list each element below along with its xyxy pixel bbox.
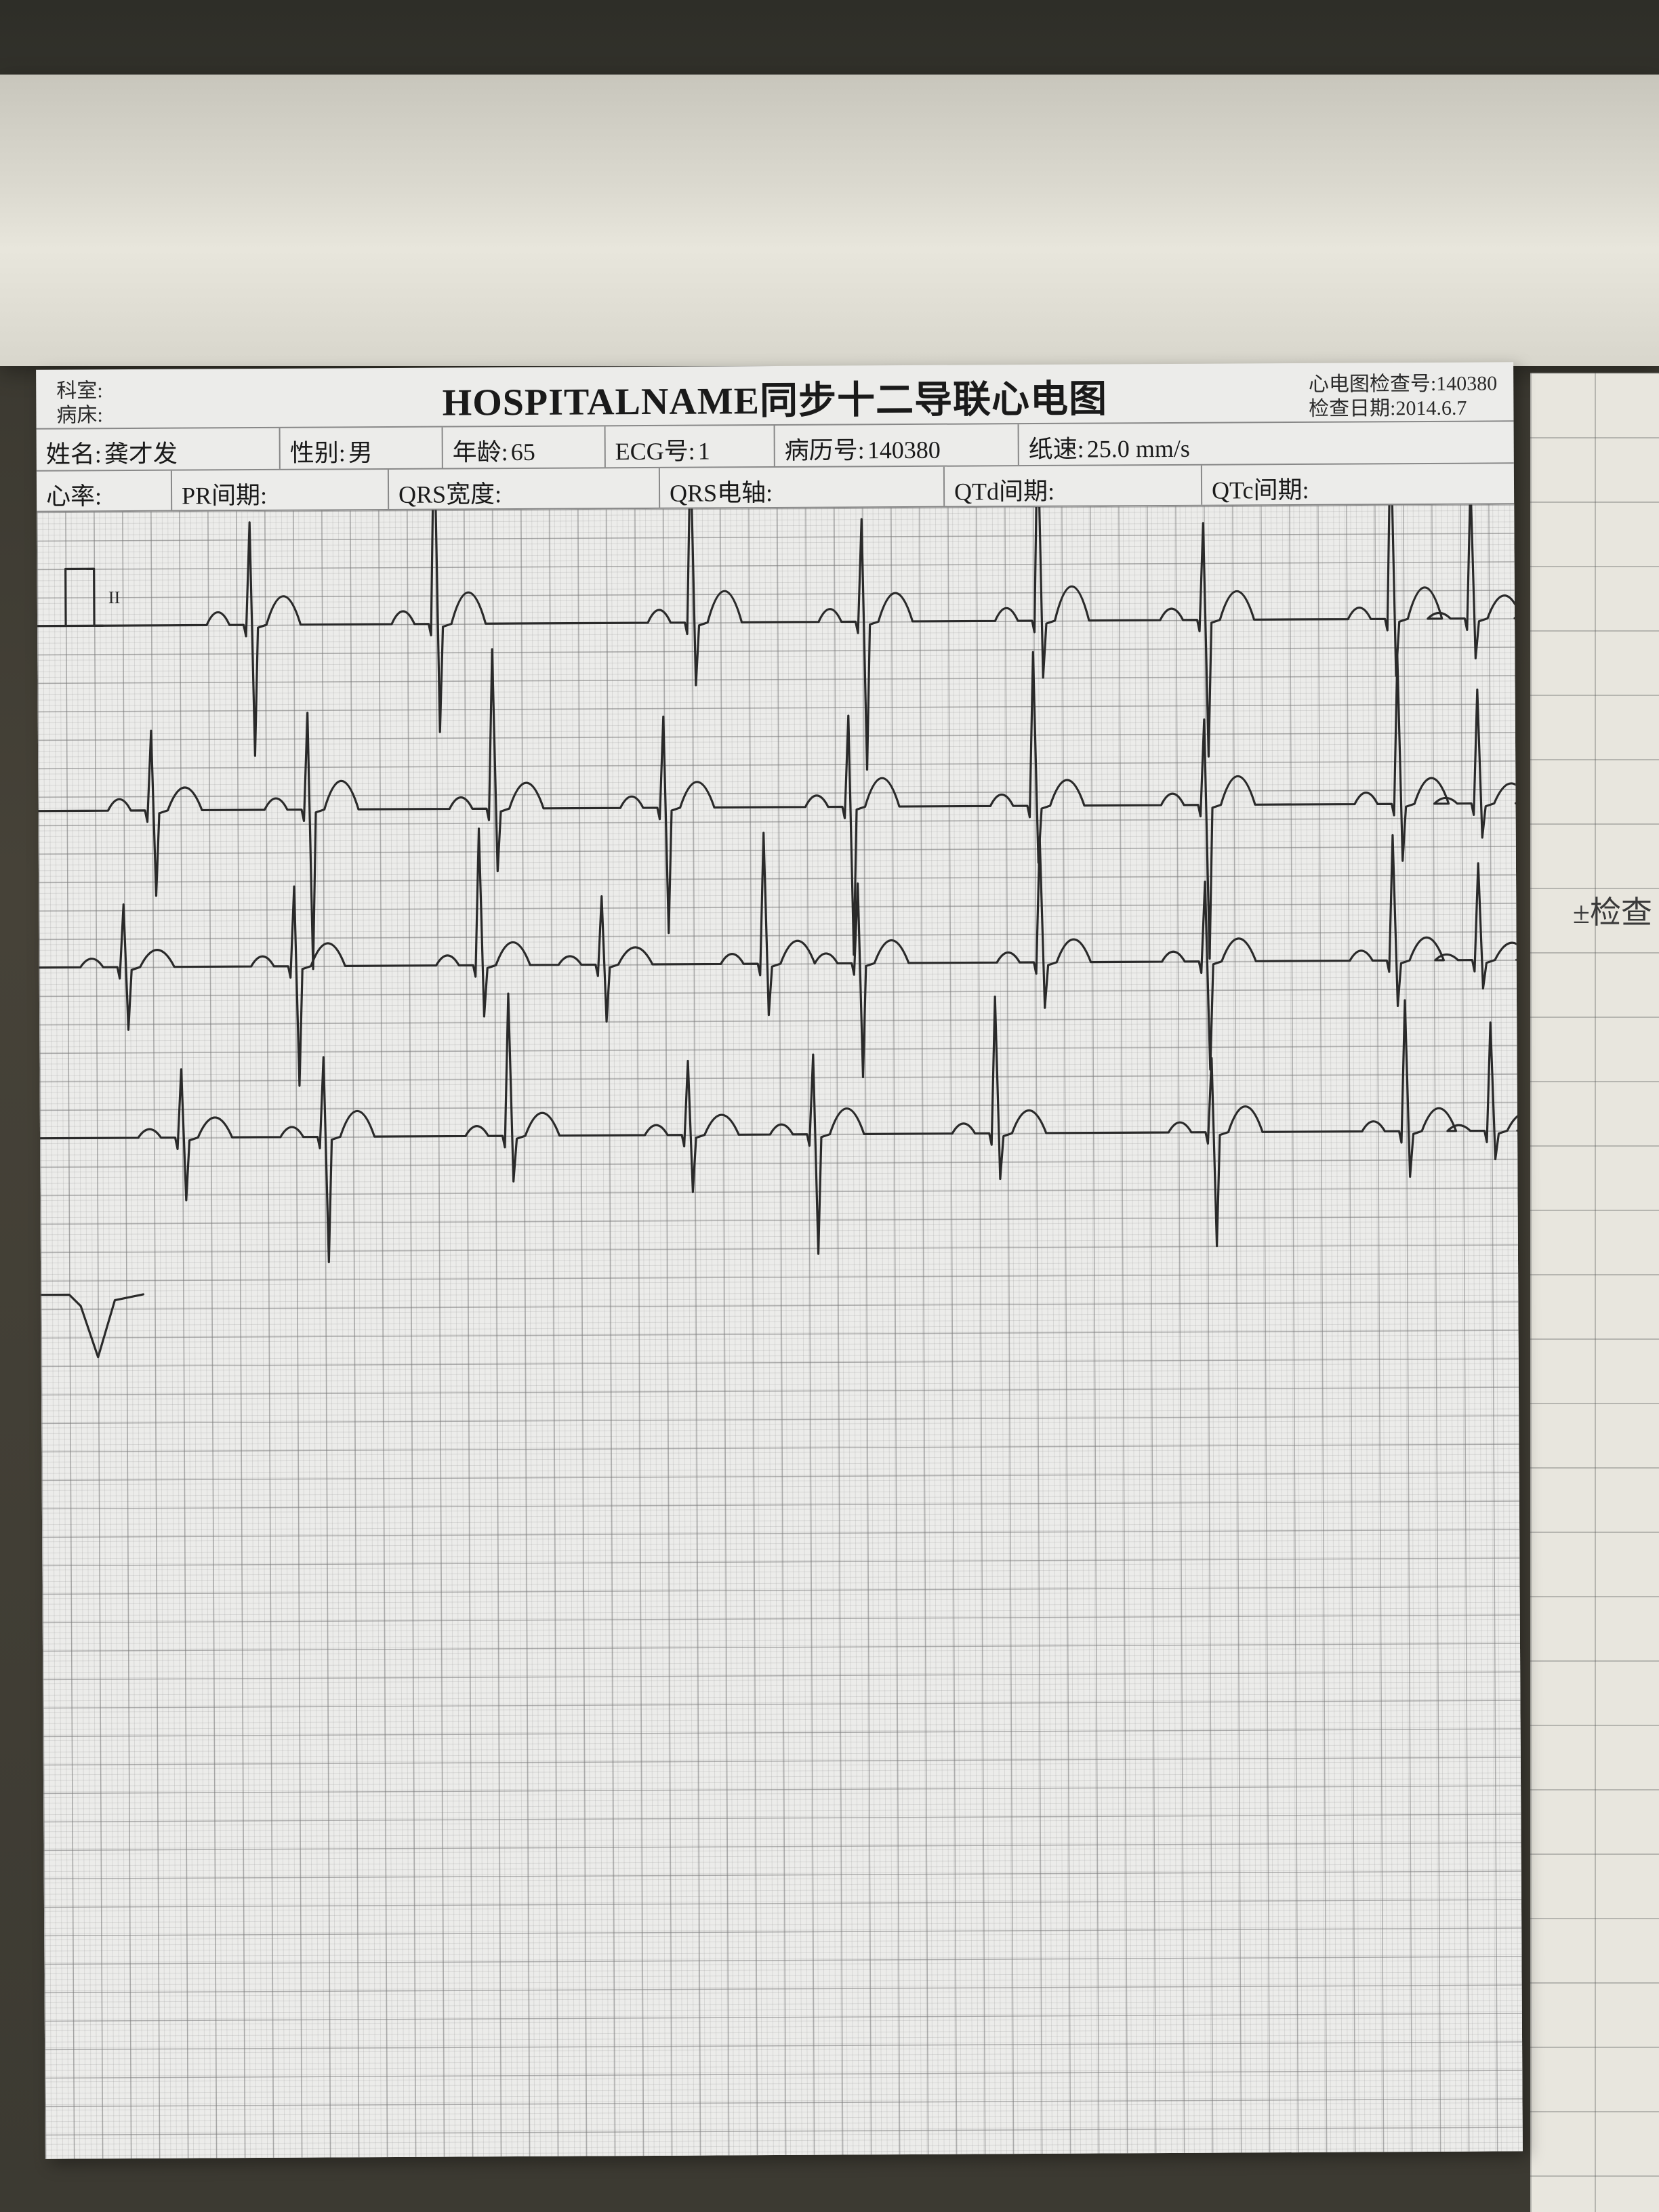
ecg-report-sheet: 科室: 病床: HOSPITALNAME同步十二导联心电图 心电图检查号:140… bbox=[36, 362, 1523, 2158]
info-cell: PR间期: bbox=[172, 470, 389, 510]
folded-paper-top bbox=[0, 75, 1659, 366]
cell-label: QTd间期: bbox=[954, 478, 1054, 506]
info-cell: QRS电轴: bbox=[660, 467, 945, 508]
exam-no-label: 心电图检查号: bbox=[1309, 373, 1437, 396]
cell-label: 纸速: bbox=[1029, 436, 1084, 463]
cell-label: QRS电轴: bbox=[670, 479, 773, 507]
cell-label: QTc间期: bbox=[1212, 476, 1309, 504]
exam-date-value: 2014.6.7 bbox=[1395, 397, 1467, 420]
info-cell: QTd间期: bbox=[945, 466, 1202, 506]
cell-label: 心率: bbox=[46, 483, 102, 510]
ecg-waveforms bbox=[37, 504, 1523, 2158]
ecg-grid-area: II bbox=[37, 504, 1523, 2158]
info-cell: QRS宽度: bbox=[389, 468, 660, 509]
info-cell: ECG号:1 bbox=[606, 426, 775, 467]
info-cell: QTc间期: bbox=[1202, 464, 1514, 504]
cell-label: 姓名: bbox=[46, 441, 102, 468]
cell-label: PR间期: bbox=[182, 482, 267, 510]
ecg-params-row: 心率: PR间期: QRS宽度: QRS电轴: QTd间期: QTc间期: bbox=[37, 462, 1514, 512]
cell-label: 病历号: bbox=[785, 436, 865, 464]
exam-no-value: 140380 bbox=[1436, 372, 1497, 394]
patient-info-row: 姓名:龚才发性别:男年龄:65ECG号:1病历号:140380纸速:25.0 m… bbox=[37, 420, 1514, 470]
info-cell: 年龄:65 bbox=[443, 426, 606, 468]
report-title: HOSPITALNAME同步十二导联心电图 bbox=[36, 366, 1513, 428]
cell-value: 男 bbox=[348, 439, 373, 466]
cell-value: 龚才发 bbox=[104, 441, 178, 468]
lead-label: II bbox=[108, 588, 120, 608]
cell-label: QRS宽度: bbox=[398, 480, 501, 508]
info-cell: 性别:男 bbox=[281, 428, 443, 469]
cell-label: 年龄: bbox=[453, 438, 508, 466]
adjacent-paper-text: ±检查 bbox=[1573, 888, 1652, 933]
cell-value: 25.0 mm/s bbox=[1087, 435, 1190, 463]
info-cell: 病历号:140380 bbox=[775, 424, 1019, 466]
exam-date-label: 检查日期: bbox=[1309, 397, 1396, 420]
adjacent-grid-paper: ±检查 bbox=[1530, 373, 1659, 2212]
cell-value: 65 bbox=[511, 438, 535, 466]
header-top-right: 心电图检查号:140380 检查日期:2014.6.7 bbox=[1309, 371, 1498, 421]
info-cell: 姓名:龚才发 bbox=[37, 428, 281, 470]
info-cell: 心率: bbox=[37, 471, 172, 511]
cell-value: 1 bbox=[698, 438, 710, 465]
cell-label: ECG号: bbox=[615, 438, 695, 466]
info-cell: 纸速:25.0 mm/s bbox=[1019, 422, 1514, 465]
cell-value: 140380 bbox=[867, 436, 941, 464]
cell-label: 性别: bbox=[290, 439, 346, 466]
